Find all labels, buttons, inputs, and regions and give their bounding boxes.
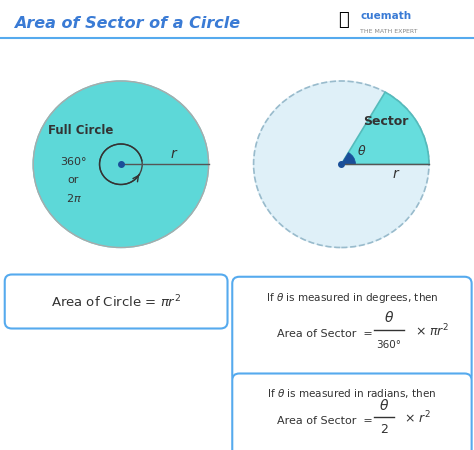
FancyBboxPatch shape xyxy=(232,374,472,450)
Text: Area of Sector of a Circle: Area of Sector of a Circle xyxy=(14,16,240,31)
Text: Area of Sector  =: Area of Sector = xyxy=(277,329,373,339)
Text: $\theta$: $\theta$ xyxy=(379,398,389,413)
Text: Full Circle: Full Circle xyxy=(48,124,113,137)
Text: 360°: 360° xyxy=(376,340,401,351)
Text: 360°: 360° xyxy=(60,157,87,167)
Circle shape xyxy=(254,81,429,248)
Text: $\theta$: $\theta$ xyxy=(383,310,394,324)
Text: If $\theta$ is measured in radians, then: If $\theta$ is measured in radians, then xyxy=(267,387,437,400)
Text: THE MATH EXPERT: THE MATH EXPERT xyxy=(360,29,418,34)
Wedge shape xyxy=(341,92,429,164)
Text: 2: 2 xyxy=(380,423,388,436)
Wedge shape xyxy=(341,153,356,164)
Text: 2$\pi$: 2$\pi$ xyxy=(65,192,82,204)
Text: r: r xyxy=(393,167,399,181)
Text: or: or xyxy=(68,175,79,185)
Text: Area of Sector  =: Area of Sector = xyxy=(277,415,373,426)
Circle shape xyxy=(33,81,209,248)
Text: Area of Circle = $\pi r^2$: Area of Circle = $\pi r^2$ xyxy=(51,293,181,310)
Text: r: r xyxy=(171,147,176,162)
FancyBboxPatch shape xyxy=(232,277,472,382)
FancyBboxPatch shape xyxy=(5,274,228,328)
Text: Sector: Sector xyxy=(364,115,409,128)
Text: cuemath: cuemath xyxy=(360,11,411,21)
Text: × $r^2$: × $r^2$ xyxy=(404,410,431,427)
Text: $\theta$: $\theta$ xyxy=(357,144,366,158)
Text: 🚀: 🚀 xyxy=(338,11,349,29)
Text: × $\pi r^2$: × $\pi r^2$ xyxy=(415,322,449,339)
Text: If $\theta$ is measured in degrees, then: If $\theta$ is measured in degrees, then xyxy=(265,291,438,305)
